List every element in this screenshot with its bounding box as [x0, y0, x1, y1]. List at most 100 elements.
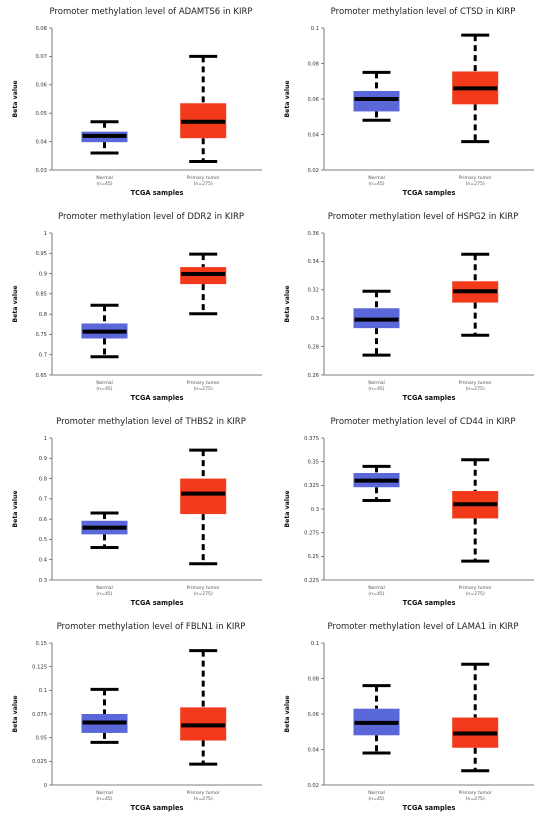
y-tick-label: 0.1 [311, 26, 319, 32]
x-axis-title: TCGA samples [403, 394, 456, 402]
panel-ctsd: Promoter methylation level of CTSD in KI… [272, 0, 544, 205]
category-label-tumor: Primary tumor [459, 790, 492, 796]
category-label-normal: Normal [368, 380, 385, 386]
sample-count-tumor: (n=275) [194, 796, 213, 802]
category-label-tumor: Primary tumor [459, 585, 492, 591]
y-tick-label: 0.225 [304, 578, 319, 584]
x-axis-title: TCGA samples [131, 394, 184, 402]
panel-cd44: Promoter methylation level of CD44 in KI… [272, 410, 544, 615]
boxplot-fbln1: Promoter methylation level of FBLN1 in K… [12, 622, 262, 812]
y-tick-label: 0.25 [307, 554, 319, 560]
y-axis-title: Beta value [284, 80, 291, 117]
y-tick-label: 0.35 [307, 459, 319, 465]
sample-count-normal: (n=45) [368, 591, 384, 597]
chart-title: Promoter methylation level of LAMA1 in K… [328, 622, 519, 632]
boxplot-ctsd: Promoter methylation level of CTSD in KI… [284, 7, 534, 197]
y-axis-title: Beta value [12, 490, 19, 527]
y-tick-label: 0.03 [35, 168, 47, 174]
y-tick-label: 0.7 [39, 353, 47, 359]
panel-fbln1: Promoter methylation level of FBLN1 in K… [0, 615, 272, 820]
y-tick-label: 0.9 [39, 271, 47, 277]
y-tick-label: 0.06 [35, 83, 47, 89]
sample-count-tumor: (n=275) [466, 591, 485, 597]
sample-count-tumor: (n=275) [194, 386, 213, 392]
y-tick-label: 0.02 [307, 783, 319, 789]
boxplot-adamts6: Promoter methylation level of ADAMTS6 in… [12, 7, 262, 197]
chart-title: Promoter methylation level of FBLN1 in K… [57, 622, 246, 632]
y-tick-label: 0.95 [35, 251, 47, 257]
y-tick-label: 0 [44, 783, 47, 789]
sample-count-normal: (n=45) [96, 591, 112, 597]
y-tick-label: 0.1 [311, 641, 319, 647]
y-tick-label: 0.9 [39, 456, 47, 462]
y-axis-title: Beta value [12, 695, 19, 732]
y-tick-label: 0.26 [307, 373, 319, 379]
category-label-normal: Normal [96, 790, 113, 796]
sample-count-normal: (n=45) [368, 181, 384, 187]
sample-count-normal: (n=45) [96, 386, 112, 392]
boxplot-lama1: Promoter methylation level of LAMA1 in K… [284, 622, 534, 812]
category-label-normal: Normal [368, 790, 385, 796]
chart-title: Promoter methylation level of THBS2 in K… [56, 417, 246, 427]
category-label-tumor: Primary tumor [187, 585, 220, 591]
y-axis-title: Beta value [12, 80, 19, 117]
chart-title: Promoter methylation level of CTSD in KI… [331, 7, 516, 17]
y-tick-label: 0.08 [307, 676, 319, 682]
y-tick-label: 0.7 [39, 497, 47, 503]
category-label-tumor: Primary tumor [459, 175, 492, 181]
y-tick-label: 0.375 [304, 436, 319, 442]
x-axis-title: TCGA samples [131, 804, 184, 812]
box-normal [353, 91, 400, 112]
y-tick-label: 0.34 [307, 259, 319, 265]
sample-count-tumor: (n=275) [466, 181, 485, 187]
y-tick-label: 0.8 [39, 476, 47, 482]
x-axis-title: TCGA samples [403, 189, 456, 197]
y-axis-title: Beta value [284, 490, 291, 527]
panel-adamts6: Promoter methylation level of ADAMTS6 in… [0, 0, 272, 205]
sample-count-normal: (n=45) [96, 796, 112, 802]
category-label-tumor: Primary tumor [187, 790, 220, 796]
sample-count-normal: (n=45) [368, 386, 384, 392]
y-tick-label: 0.3 [311, 507, 319, 513]
chart-title: Promoter methylation level of DDR2 in KI… [58, 212, 244, 222]
y-tick-label: 0.07 [35, 54, 47, 60]
y-tick-label: 0.025 [32, 759, 47, 765]
category-label-normal: Normal [96, 380, 113, 386]
y-tick-label: 0.05 [35, 735, 47, 741]
y-tick-label: 1 [44, 231, 47, 237]
y-tick-label: 0.02 [307, 168, 319, 174]
sample-count-tumor: (n=275) [194, 181, 213, 187]
y-tick-label: 0.08 [307, 61, 319, 67]
y-tick-label: 0.3 [311, 316, 319, 322]
y-tick-label: 0.04 [307, 747, 319, 753]
category-label-tumor: Primary tumor [187, 175, 220, 181]
y-tick-label: 0.05 [35, 111, 47, 117]
x-axis-title: TCGA samples [403, 804, 456, 812]
y-tick-label: 0.75 [35, 332, 47, 338]
category-label-normal: Normal [96, 585, 113, 591]
y-axis-title: Beta value [284, 695, 291, 732]
sample-count-tumor: (n=275) [466, 796, 485, 802]
y-tick-label: 0.4 [39, 558, 48, 564]
boxplot-ddr2: Promoter methylation level of DDR2 in KI… [12, 212, 262, 402]
y-tick-label: 0.06 [307, 712, 319, 718]
category-label-tumor: Primary tumor [187, 380, 220, 386]
y-tick-label: 0.5 [39, 537, 47, 543]
y-tick-label: 0.08 [35, 26, 47, 32]
x-axis-title: TCGA samples [131, 189, 184, 197]
y-axis-title: Beta value [12, 285, 19, 322]
y-tick-label: 0.6 [39, 517, 47, 523]
panel-thbs2: Promoter methylation level of THBS2 in K… [0, 410, 272, 615]
y-tick-label: 0.125 [32, 664, 47, 670]
panel-hspg2: Promoter methylation level of HSPG2 in K… [272, 205, 544, 410]
sample-count-tumor: (n=275) [194, 591, 213, 597]
boxplot-hspg2: Promoter methylation level of HSPG2 in K… [284, 212, 534, 402]
y-tick-label: 0.275 [304, 530, 319, 536]
y-tick-label: 0.32 [307, 288, 319, 294]
box-tumor [180, 478, 227, 515]
x-axis-title: TCGA samples [403, 599, 456, 607]
category-label-normal: Normal [368, 175, 385, 181]
y-tick-label: 0.65 [35, 373, 47, 379]
panel-lama1: Promoter methylation level of LAMA1 in K… [272, 615, 544, 820]
